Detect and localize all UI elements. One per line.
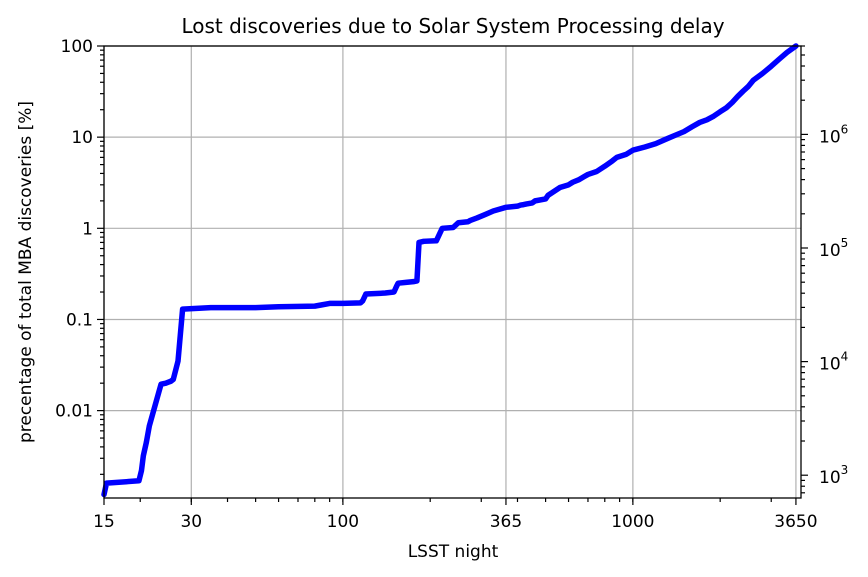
- x-tick-label: 365: [490, 512, 522, 532]
- y-tick-label: 100: [61, 37, 93, 57]
- y2-tick-label: 106: [819, 122, 848, 147]
- y2-tick-base: 10: [819, 241, 841, 261]
- y2-tick-exponent: 4: [841, 350, 849, 364]
- plot-frame: [103, 45, 802, 499]
- y2-tick-base: 10: [819, 355, 841, 375]
- x-axis: 15 30 100 365 1000 3650: [93, 498, 818, 532]
- chart-title: Lost discoveries due to Solar System Pro…: [181, 14, 724, 38]
- x-tick-label: 3650: [774, 512, 817, 532]
- y-axis: 0.01 0.1 1 10 100: [55, 37, 104, 475]
- y-tick-label: 10: [71, 128, 93, 148]
- y2-tick-exponent: 3: [841, 463, 849, 477]
- y2-tick-label: 103: [819, 463, 848, 488]
- y2-tick-base: 10: [819, 468, 841, 488]
- x-tick-label: 100: [327, 512, 359, 532]
- y2-tick-exponent: 6: [841, 122, 849, 136]
- grid-layer: [103, 45, 801, 498]
- x-tick-label: 15: [93, 512, 115, 532]
- y2-tick-exponent: 5: [841, 236, 849, 250]
- x-tick-label: 30: [180, 512, 202, 532]
- y-tick-label: 1: [82, 219, 93, 239]
- y2-tick-label: 104: [819, 350, 848, 375]
- y-tick-label: 0.1: [66, 310, 93, 330]
- y2-tick-label: 105: [819, 236, 848, 261]
- series-line: [101, 43, 799, 498]
- y-tick-label: 0.01: [55, 402, 93, 422]
- x-axis-label: LSST night: [408, 542, 499, 562]
- y2-tick-base: 10: [819, 127, 841, 147]
- x-tick-label: 1000: [611, 512, 654, 532]
- y-axis-label: precentage of total MBA discoveries [%]: [16, 101, 36, 443]
- series-layer: [101, 43, 799, 498]
